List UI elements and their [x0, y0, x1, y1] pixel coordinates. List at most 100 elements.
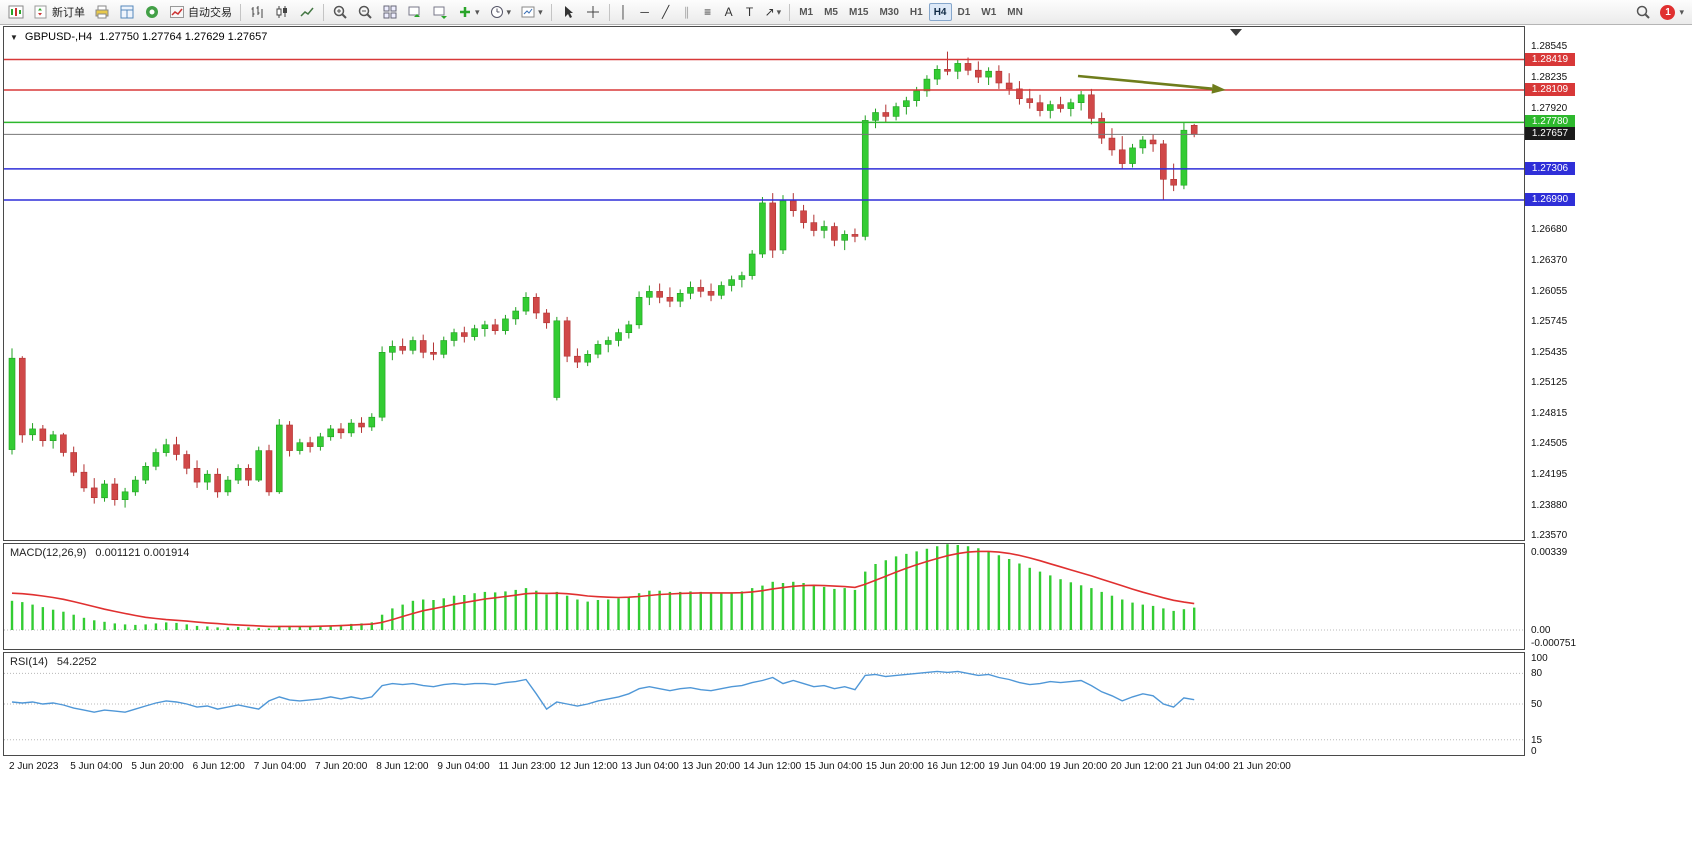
time-axis-label: 11 Jun 23:00 — [498, 761, 556, 772]
trend-arrow-head — [1211, 83, 1226, 94]
rsi-axis-label: 15 — [1531, 734, 1543, 746]
notification-badge[interactable]: 1 — [1660, 4, 1676, 20]
price-axis-label: 1.26680 — [1531, 224, 1568, 236]
label-tool-button[interactable]: T — [740, 2, 760, 22]
search-button[interactable] — [1631, 2, 1655, 22]
tile-windows-button[interactable] — [378, 2, 402, 22]
rsi-axis-label: 0 — [1531, 746, 1537, 757]
arrows-tool-button[interactable]: ↗ ▾ — [761, 2, 786, 22]
macd-axis-label: 0.00339 — [1531, 547, 1568, 558]
bar-chart-type-button[interactable] — [245, 2, 269, 22]
indicators-button[interactable]: ▾ — [453, 2, 484, 22]
timeframe-w1-button[interactable]: W1 — [976, 3, 1001, 21]
timeframe-mn-button[interactable]: MN — [1002, 3, 1028, 21]
data-window-button[interactable] — [115, 2, 139, 22]
line-chart-type-button[interactable] — [295, 2, 319, 22]
trendline-icon: ╱ — [661, 5, 670, 19]
time-axis[interactable]: 2 Jun 2023 5 Jun 04:00 5 Jun 20:00 6 Jun 12… — [3, 756, 1525, 782]
main-chart-panel[interactable]: ▼ GBPUSD-,H4 1.27750 1.27764 1.27629 1.2… — [3, 26, 1525, 541]
macd-header: MACD(12,26,9) 0.001121 0.001914 — [10, 547, 189, 559]
vertical-line-tool-button[interactable]: │ — [614, 2, 634, 22]
trendline-tool-button[interactable]: ╱ — [656, 2, 676, 22]
time-axis-label: 15 Jun 04:00 — [804, 761, 863, 772]
timeframe-d1-button[interactable]: D1 — [953, 3, 976, 21]
price-level-badge: 1.26990 — [1525, 192, 1575, 206]
autotrading-button[interactable]: 自动交易 — [165, 2, 236, 22]
main-chart-canvas[interactable] — [4, 27, 1524, 540]
price-axis-label: 1.23880 — [1531, 499, 1568, 511]
timeframe-m15-button[interactable]: M15 — [844, 3, 873, 21]
macd-canvas[interactable] — [4, 544, 1524, 649]
time-axis-label: 12 Jun 12:00 — [559, 761, 618, 772]
crosshair-button[interactable] — [581, 2, 605, 22]
templates-button[interactable]: ▾ — [516, 2, 547, 22]
time-axis-label: 7 Jun 20:00 — [315, 761, 368, 772]
chevron-down-icon: ▾ — [475, 6, 480, 17]
new-chart-icon — [8, 5, 24, 19]
candles-layer — [8, 51, 1198, 508]
price-axis-label: 1.24195 — [1531, 468, 1568, 480]
price-axis[interactable]: 1.28545 1.28235 1.27920 1.26680 1.26370 1.260… — [1525, 26, 1581, 782]
new-order-button[interactable]: 新订单 — [29, 2, 89, 22]
toolbar-right-group: 1 ▾ — [1631, 2, 1688, 22]
timeframe-m5-button[interactable]: M5 — [819, 3, 843, 21]
timeframe-h4-button[interactable]: H4 — [928, 3, 952, 21]
zoom-out-button[interactable] — [353, 2, 377, 22]
chevron-down-icon[interactable]: ▾ — [1679, 6, 1684, 17]
community-button[interactable] — [140, 2, 164, 22]
price-level-badge: 1.27306 — [1525, 161, 1575, 175]
crosshair-icon — [586, 6, 599, 18]
periods-button[interactable]: ▾ — [485, 2, 516, 22]
candlestick-type-button[interactable] — [270, 2, 294, 22]
chart-symbol-header: ▼ GBPUSD-,H4 1.27750 1.27764 1.27629 1.2… — [10, 31, 267, 43]
candlestick-type-icon — [276, 6, 287, 18]
new-chart-button[interactable] — [4, 2, 28, 22]
symbol-dropdown-icon[interactable]: ▼ — [10, 32, 18, 42]
price-axis-label: 1.26055 — [1531, 285, 1568, 297]
text-tool-button[interactable]: A — [719, 2, 739, 22]
timeframe-h1-button[interactable]: H1 — [905, 3, 928, 21]
channel-icon: ∥ — [683, 5, 690, 19]
rsi-value: 54.2252 — [56, 656, 97, 668]
price-axis-label: 1.26370 — [1531, 254, 1568, 266]
rsi-canvas[interactable] — [4, 653, 1524, 755]
price-axis-label: 1.28235 — [1531, 71, 1568, 83]
horizontal-line-tool-button[interactable]: ─ — [635, 2, 655, 22]
timeframe-m30-button[interactable]: M30 — [874, 3, 903, 21]
time-axis-label: 13 Jun 20:00 — [682, 761, 741, 772]
price-axis-label: 1.24505 — [1531, 438, 1568, 450]
data-window-icon — [120, 5, 134, 19]
rsi-panel[interactable]: RSI(14) 54.2252 — [3, 652, 1525, 756]
timeframe-m1-button[interactable]: M1 — [794, 3, 818, 21]
autotrading-icon — [170, 6, 184, 18]
rsi-axis-label: 50 — [1531, 699, 1543, 710]
price-axis-label: 1.24815 — [1531, 407, 1568, 419]
cursor-button[interactable] — [556, 2, 580, 22]
macd-signal-line — [11, 550, 1195, 628]
price-axis-label: 1.25125 — [1531, 377, 1568, 389]
vertical-line-icon: │ — [619, 5, 628, 19]
macd-histogram-layer — [10, 544, 1196, 630]
printer-icon — [95, 5, 109, 19]
macd-axis-label: 0.00 — [1531, 624, 1551, 636]
time-axis-label: 14 Jun 12:00 — [743, 761, 802, 772]
time-axis-label: 20 Jun 12:00 — [1110, 761, 1169, 772]
zoom-in-button[interactable] — [328, 2, 352, 22]
price-level-badge: 1.28109 — [1525, 82, 1575, 96]
macd-panel[interactable]: MACD(12,26,9) 0.001121 0.001914 — [3, 543, 1525, 650]
rsi-header: RSI(14) 54.2252 — [10, 656, 97, 668]
trend-arrow-line — [1077, 74, 1213, 90]
rsi-axis-label: 100 — [1531, 653, 1548, 664]
search-icon — [1637, 5, 1651, 19]
fibonacci-tool-button[interactable]: ≡ — [698, 2, 718, 22]
time-axis-label: 5 Jun 04:00 — [70, 761, 123, 772]
text-tool-icon: A — [724, 5, 733, 19]
time-axis-label: 21 Jun 20:00 — [1233, 761, 1291, 772]
channel-tool-button[interactable]: ∥ — [677, 2, 697, 22]
chevron-down-icon: ▾ — [776, 6, 782, 17]
auto-scroll-button[interactable] — [403, 2, 427, 22]
print-button[interactable] — [90, 2, 114, 22]
chart-shift-button[interactable] — [428, 2, 452, 22]
macd-label: MACD(12,26,9) — [10, 547, 87, 559]
symbol-label: GBPUSD-,H4 — [24, 31, 93, 43]
